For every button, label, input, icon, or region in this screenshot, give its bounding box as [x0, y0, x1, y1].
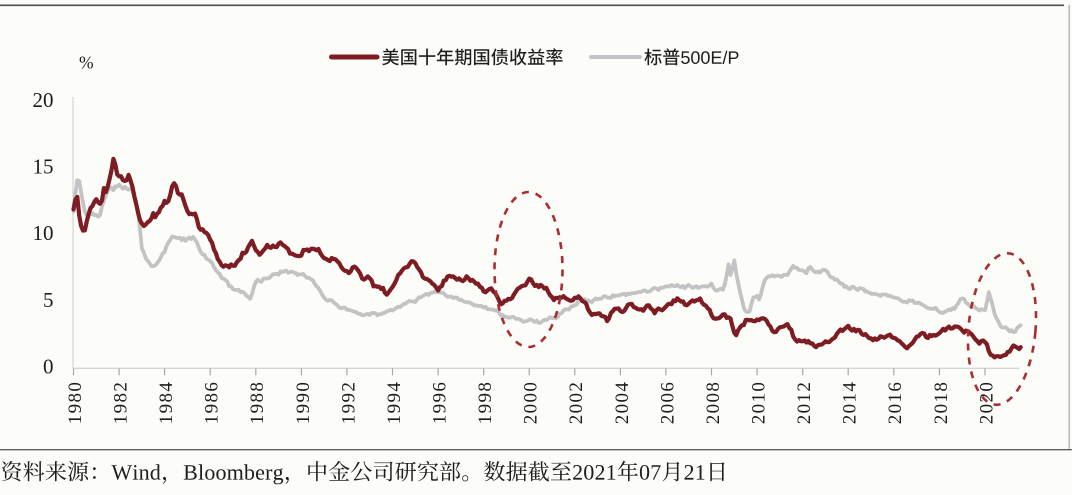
svg-text:2008: 2008 — [703, 381, 724, 425]
svg-text:1980: 1980 — [65, 381, 86, 425]
svg-text:2018: 2018 — [931, 381, 952, 425]
svg-text:1994: 1994 — [384, 381, 405, 425]
svg-text:2012: 2012 — [794, 381, 815, 425]
svg-text:1992: 1992 — [338, 381, 359, 425]
svg-text:0: 0 — [43, 355, 54, 379]
svg-text:10: 10 — [33, 221, 54, 245]
svg-text:1984: 1984 — [156, 381, 177, 425]
svg-text:2020: 2020 — [976, 381, 997, 425]
svg-text:2016: 2016 — [885, 381, 906, 425]
svg-text:2014: 2014 — [840, 381, 861, 425]
svg-text:1982: 1982 — [111, 381, 132, 425]
svg-text:2000: 2000 — [521, 381, 542, 425]
svg-text:1990: 1990 — [293, 381, 314, 425]
svg-text:1996: 1996 — [430, 381, 451, 425]
svg-text:2004: 2004 — [612, 381, 633, 425]
svg-text:2010: 2010 — [749, 381, 770, 425]
svg-text:15: 15 — [33, 155, 54, 179]
svg-text:2002: 2002 — [566, 381, 587, 425]
svg-text:2006: 2006 — [657, 381, 678, 425]
svg-text:1988: 1988 — [247, 381, 268, 425]
svg-text:%: % — [79, 53, 94, 73]
svg-text:1998: 1998 — [475, 381, 496, 425]
svg-text:1986: 1986 — [202, 381, 223, 425]
svg-text:20: 20 — [33, 88, 54, 112]
svg-text:5: 5 — [43, 288, 54, 312]
